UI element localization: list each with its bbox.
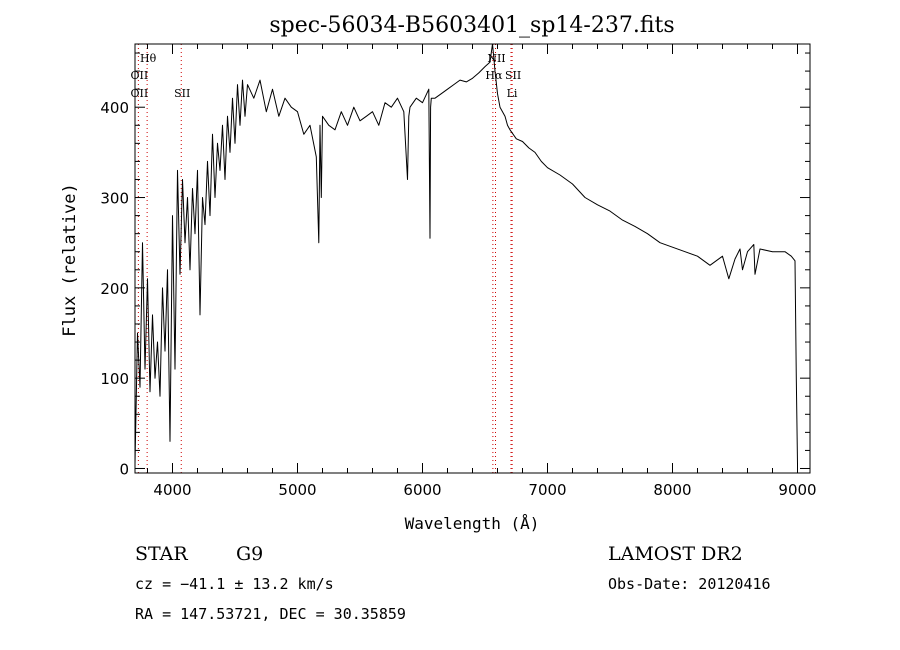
spectrum-line [134,43,798,465]
line-marker-label: NII [487,52,505,65]
x-axis-label: Wavelength (Å) [405,514,540,533]
x-tick-label: 4000 [153,481,191,499]
y-tick-label: 200 [100,280,129,298]
coordinates-text: RA = 147.53721, DEC = 30.35859 [135,605,406,623]
x-tick-label: 9000 [778,481,816,499]
x-tick-label: 7000 [528,481,566,499]
line-marker-label: Hα [485,69,503,82]
line-marker-label: Hθ [140,52,157,65]
y-axis: 0 100 200 300 400 [100,52,810,478]
line-marker-label: SII [174,87,190,100]
line-marker-label: Li [507,87,518,100]
survey-label: LAMOST DR2 [608,543,743,565]
x-tick-label: 6000 [403,481,441,499]
y-tick-label: 400 [100,99,129,117]
line-marker-label: SII [505,69,521,82]
y-axis-label: Flux (relative) [60,183,80,337]
x-tick-label: 5000 [278,481,316,499]
chart-title: spec-56034-B5603401_sp14-237.fits [269,13,674,38]
redshift-text: cz = −41.1 ± 13.2 km/s [135,575,334,593]
y-tick-label: 0 [119,460,129,478]
y-tick-label: 100 [100,370,129,388]
class-label: STAR [135,543,188,565]
subclass-label: G9 [236,543,263,565]
x-tick-label: 8000 [653,481,691,499]
y-tick-label: 300 [100,190,129,208]
obs-date-text: Obs-Date: 20120416 [608,575,771,593]
x-axis: 4000 5000 6000 7000 8000 9000 [147,44,817,499]
